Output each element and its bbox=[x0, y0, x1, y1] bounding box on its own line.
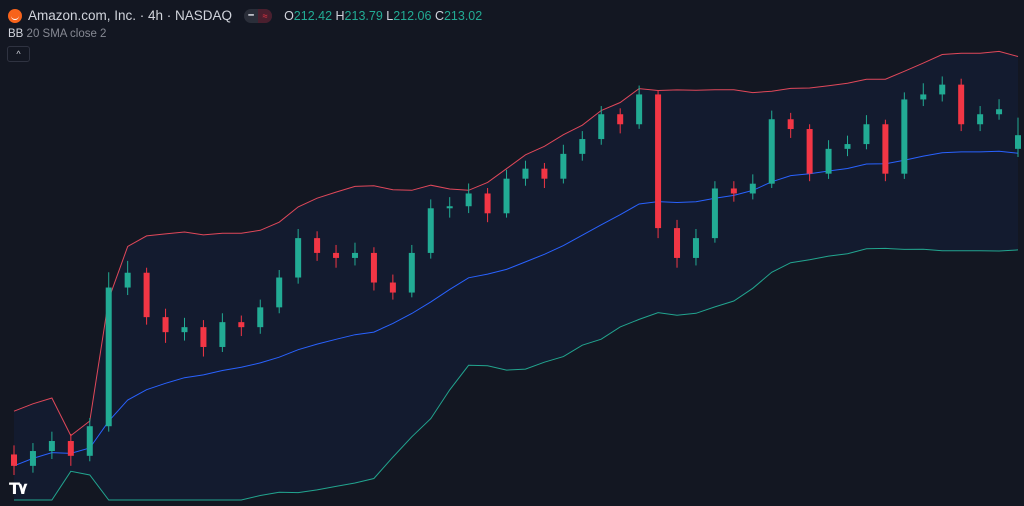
candle-body bbox=[768, 119, 775, 184]
bb-lower-line bbox=[14, 247, 1019, 501]
bb-basis-line bbox=[13, 150, 1019, 467]
ohlc-values: O212.42 H213.79 L212.06 C213.02 bbox=[284, 9, 482, 23]
candle-body bbox=[219, 322, 226, 347]
candle-body bbox=[996, 109, 1003, 115]
candle-body bbox=[86, 426, 93, 456]
candle-body bbox=[257, 307, 264, 328]
candle-body bbox=[1015, 135, 1021, 149]
candle-body bbox=[503, 178, 510, 214]
amazon-logo-icon bbox=[8, 8, 22, 23]
candle-body bbox=[692, 238, 699, 258]
candle-body bbox=[200, 327, 207, 347]
candle-body bbox=[181, 327, 188, 333]
candle-body bbox=[636, 94, 643, 125]
candle-body bbox=[143, 272, 150, 318]
candle-body bbox=[314, 238, 321, 253]
candle-body bbox=[351, 252, 358, 258]
candle-body bbox=[124, 272, 131, 288]
close-label: C bbox=[434, 8, 444, 23]
candle-body bbox=[408, 252, 415, 293]
indicator-params: 20 SMA close 2 bbox=[26, 28, 107, 40]
candle-body bbox=[749, 183, 756, 194]
candle-body bbox=[863, 124, 870, 145]
bb-upper-line bbox=[13, 50, 1019, 437]
candle-body bbox=[238, 322, 245, 328]
candle-body bbox=[711, 188, 718, 239]
close-value: 213.02 bbox=[443, 8, 483, 23]
open-label: O bbox=[284, 8, 294, 23]
candle-body bbox=[48, 441, 55, 452]
candle-body bbox=[674, 228, 681, 258]
candle-body bbox=[465, 193, 472, 207]
candle-body bbox=[844, 144, 851, 149]
candle-body bbox=[105, 287, 112, 427]
candle-body bbox=[920, 94, 927, 100]
candle-body bbox=[389, 282, 396, 293]
candle-body bbox=[541, 168, 548, 179]
symbol-title[interactable]: Amazon.com, Inc. · 4h · NASDAQ bbox=[28, 8, 233, 23]
indicator-name: BB bbox=[8, 28, 24, 40]
candle-body bbox=[522, 168, 529, 179]
candle-body bbox=[67, 441, 74, 456]
chevron-up-icon: ^ bbox=[16, 49, 21, 59]
high-label: H bbox=[335, 8, 345, 23]
candle-body bbox=[295, 238, 302, 278]
candle-body bbox=[787, 119, 794, 130]
candle-body bbox=[11, 454, 17, 466]
candle-body bbox=[427, 208, 434, 253]
indicator-legend[interactable]: BB 20 SMA close 2 bbox=[8, 28, 106, 40]
candle-body bbox=[446, 206, 453, 209]
candle-body bbox=[825, 148, 832, 174]
bb-fill bbox=[14, 51, 1018, 501]
candle-body bbox=[29, 451, 36, 466]
candle-body bbox=[579, 139, 586, 154]
candle-body bbox=[598, 114, 605, 140]
candle-body bbox=[333, 252, 340, 258]
candle-body bbox=[276, 277, 283, 308]
candle-body bbox=[958, 84, 965, 125]
low-value: 212.06 bbox=[393, 8, 432, 23]
candle-body bbox=[655, 94, 662, 229]
candle-body bbox=[730, 188, 737, 194]
candle-body bbox=[484, 193, 491, 214]
collapse-legend-button[interactable]: ^ bbox=[7, 46, 30, 62]
candle-body bbox=[939, 84, 946, 95]
candle-body bbox=[560, 153, 567, 179]
candle-body bbox=[806, 129, 813, 174]
tradingview-logo: T٧ bbox=[9, 479, 30, 498]
legend-toggle-pill[interactable]: ━ ≈ bbox=[244, 8, 273, 23]
symbol-legend: Amazon.com, Inc. · 4h · NASDAQ ━ ≈ O212.… bbox=[8, 8, 482, 23]
minus-icon[interactable]: ━ bbox=[248, 10, 254, 20]
approx-icon[interactable]: ≈ bbox=[258, 8, 273, 23]
candle-body bbox=[882, 124, 889, 174]
high-value: 213.79 bbox=[344, 8, 383, 23]
candle-body bbox=[617, 114, 624, 125]
candle-body bbox=[901, 99, 908, 174]
open-value: 212.42 bbox=[293, 8, 333, 23]
candle-body bbox=[977, 114, 984, 125]
candle-body bbox=[370, 252, 377, 283]
low-label: L bbox=[386, 8, 394, 23]
candle-body bbox=[162, 317, 169, 333]
